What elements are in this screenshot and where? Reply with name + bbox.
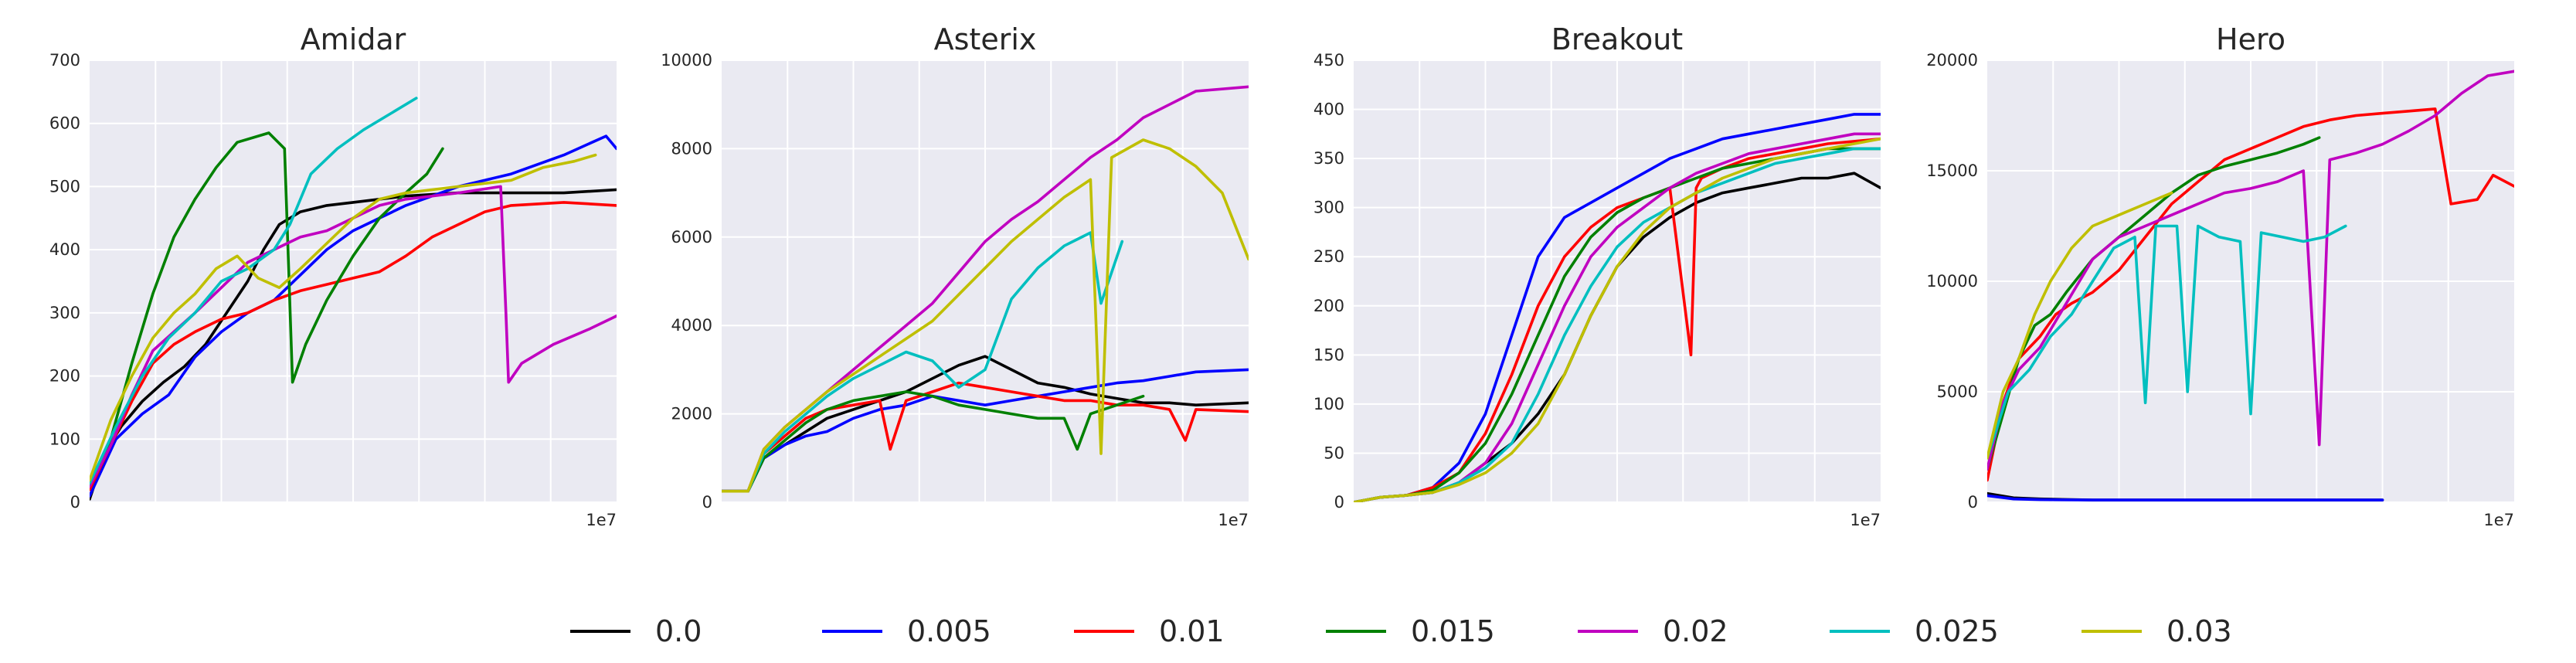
legend-label: 0.01 — [1159, 614, 1225, 648]
series-line-0-005 — [1987, 494, 2384, 502]
series-group — [1354, 113, 1881, 502]
series-line-0-02 — [1987, 70, 2514, 471]
y-tick-label: 400 — [1313, 100, 1344, 119]
y-tick-label: 0 — [702, 493, 712, 512]
y-tick-label: 700 — [49, 51, 80, 70]
series-line-0-01 — [90, 201, 617, 491]
y-tick-label: 500 — [49, 177, 80, 196]
y-tick-label: 2000 — [671, 405, 712, 423]
legend: 0.0 0.005 0.01 0.015 0.02 0.025 0.03 — [570, 614, 2232, 648]
y-tick-label: 20000 — [1926, 51, 1978, 70]
x-offset-label: 1e7 — [1218, 511, 1249, 529]
panel-asterix: 0 2000 4000 6000 8000 10000 Asterix 1e7 — [661, 22, 1249, 529]
y-tick-label: 5000 — [1937, 382, 1978, 401]
series-line-0-005 — [722, 368, 1249, 493]
y-tick-label: 200 — [1313, 297, 1344, 315]
panel-title: Amidar — [301, 22, 406, 56]
legend-label: 0.02 — [1663, 614, 1728, 648]
x-offset-label: 1e7 — [2483, 511, 2514, 529]
y-tick-label: 600 — [49, 114, 80, 133]
x-offset-label: 1e7 — [1850, 511, 1881, 529]
legend-entry: 0.005 — [822, 614, 991, 648]
series-line-0-025 — [1987, 224, 2347, 460]
legend-label: 0.025 — [1915, 614, 1999, 648]
y-tick-label: 250 — [1313, 247, 1344, 266]
y-tick-label: 0 — [70, 493, 80, 512]
legend-entry: 0.03 — [2082, 614, 2232, 648]
series-line-0-03 — [1987, 191, 2173, 460]
series-line-0-03 — [90, 153, 597, 482]
y-tick-label: 4000 — [671, 316, 712, 335]
series-group — [1987, 70, 2514, 502]
series-group — [90, 97, 617, 501]
y-tick-label: 10000 — [1926, 272, 1978, 291]
series-line-0-015 — [1987, 136, 2321, 471]
y-tick-label: 400 — [49, 240, 80, 259]
legend-label: 0.015 — [1411, 614, 1495, 648]
y-tick-label: 0 — [1334, 493, 1344, 512]
series-line-0-01 — [1987, 107, 2514, 482]
y-tick-label: 100 — [49, 430, 80, 448]
legend-entry: 0.02 — [1578, 614, 1728, 648]
y-tick-label: 300 — [1313, 199, 1344, 217]
series-line-0-02 — [90, 185, 617, 488]
panel-hero: 0 5000 10000 15000 20000 Hero 1e7 — [1926, 22, 2514, 529]
y-tick-label: 150 — [1313, 345, 1344, 364]
panel-title: Hero — [2216, 22, 2285, 56]
legend-label: 0.03 — [2166, 614, 2232, 648]
y-tick-label: 8000 — [671, 139, 712, 158]
legend-label: 0.005 — [907, 614, 991, 648]
series-line-0-03 — [1354, 137, 1881, 502]
y-tick-label: 350 — [1313, 149, 1344, 168]
legend-entry: 0.015 — [1326, 614, 1495, 648]
legend-entry: 0.0 — [570, 614, 702, 648]
panel-title: Asterix — [934, 22, 1037, 56]
series-line-0-005 — [90, 134, 617, 498]
series-line-0-01 — [722, 381, 1249, 493]
x-offset-label: 1e7 — [586, 511, 617, 529]
series-line-0-005 — [1354, 113, 1881, 502]
panel-amidar: 0 100 200 300 400 500 600 700 Amidar 1e7 — [49, 22, 617, 529]
series-line-0-025 — [722, 231, 1124, 493]
legend-entry: 0.025 — [1830, 614, 1999, 648]
y-tick-label: 100 — [1313, 395, 1344, 413]
y-tick-label: 200 — [49, 367, 80, 386]
y-tick-label: 6000 — [671, 228, 712, 246]
y-tick-label: 50 — [1324, 444, 1344, 462]
y-tick-label: 15000 — [1926, 162, 1978, 180]
legend-entry: 0.01 — [1074, 614, 1225, 648]
y-tick-label: 300 — [49, 304, 80, 322]
chart-panels: 0100200300400500600700Amidar1e7020004000… — [49, 22, 2514, 529]
series-line-0-03 — [722, 138, 1249, 493]
series-group — [722, 85, 1249, 493]
series-line-0-015 — [90, 131, 444, 485]
panel-breakout: 0 50 100 150 200 250 300 350 400 450 Breakout 1e7 — [1313, 22, 1881, 529]
series-line-0-025 — [90, 97, 418, 485]
y-tick-label: 10000 — [661, 51, 712, 70]
legend-label: 0.0 — [655, 614, 702, 648]
series-line-0-015 — [722, 390, 1145, 493]
panel-title: Breakout — [1551, 22, 1683, 56]
y-tick-label: 0 — [1968, 493, 1978, 512]
y-tick-label: 450 — [1313, 51, 1344, 70]
